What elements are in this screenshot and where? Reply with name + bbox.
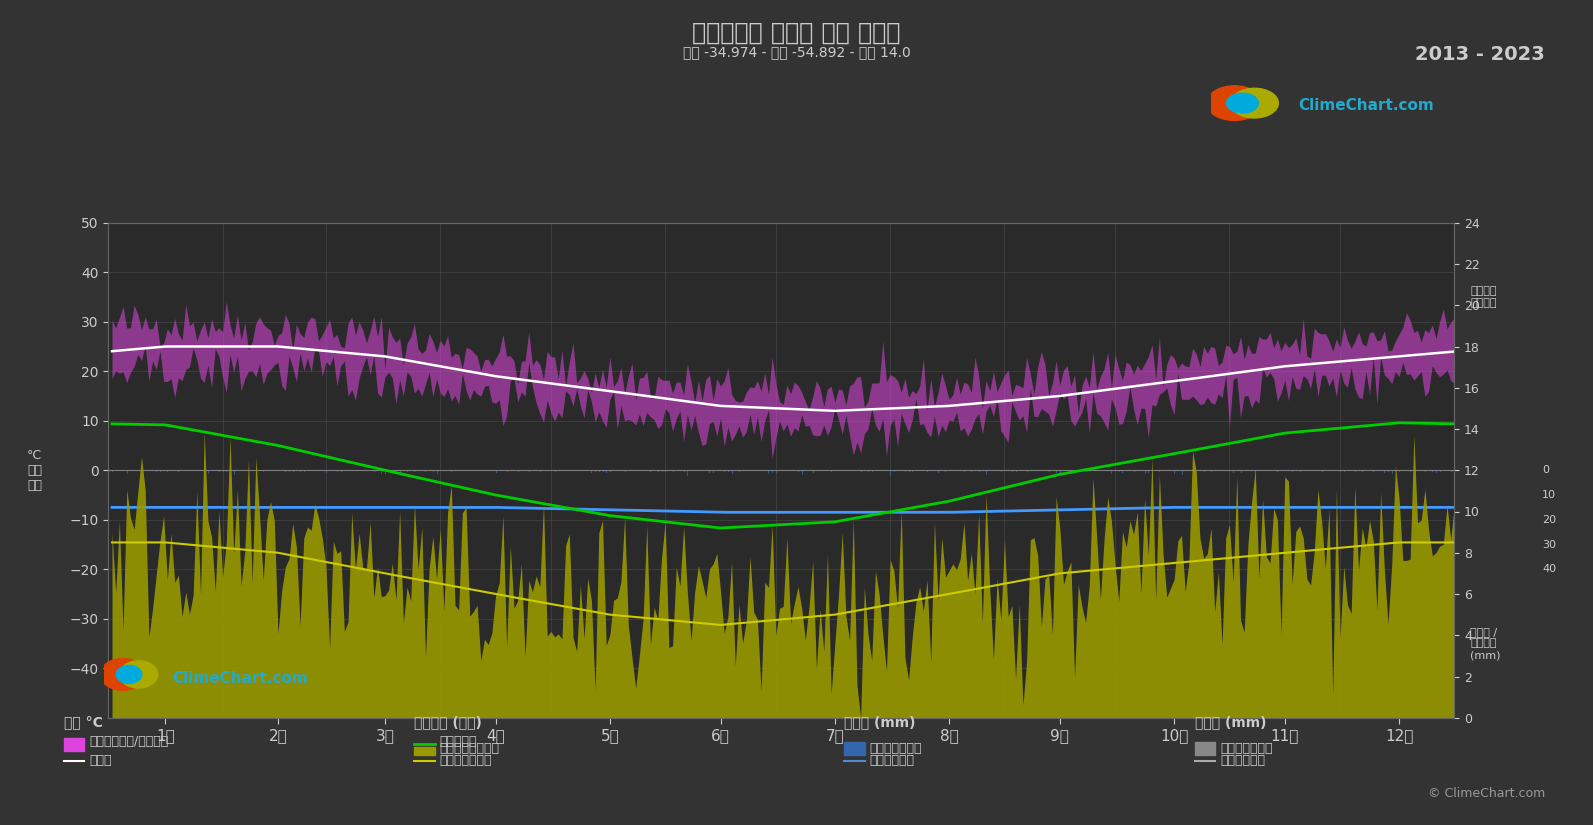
Text: 緯度 -34.974 - 経度 -54.892 - 標高 14.0: 緯度 -34.974 - 経度 -54.892 - 標高 14.0 <box>683 45 910 59</box>
Circle shape <box>119 661 158 688</box>
Circle shape <box>100 658 145 691</box>
Text: 月平均降雪量: 月平均降雪量 <box>1220 754 1265 767</box>
Text: 日照時間
（時間）: 日照時間 （時間） <box>1470 286 1497 308</box>
Text: 降雨量 (mm): 降雨量 (mm) <box>844 715 916 729</box>
Text: 日照時間 (時間): 日照時間 (時間) <box>414 715 483 729</box>
Text: 2013 - 2023: 2013 - 2023 <box>1416 45 1545 64</box>
Text: ClimeChart.com: ClimeChart.com <box>172 671 307 686</box>
Text: 月平均日照時間: 月平均日照時間 <box>440 754 492 767</box>
Text: 10: 10 <box>1542 490 1556 500</box>
Text: 気温 °C: 気温 °C <box>64 715 102 729</box>
Circle shape <box>116 665 142 683</box>
Y-axis label: °C
温度
気候: °C 温度 気候 <box>27 449 41 492</box>
Text: 日ごとの降雨量: 日ごとの降雨量 <box>870 742 922 756</box>
Text: 月平均降雨量: 月平均降雨量 <box>870 754 914 767</box>
Text: 日ごとの降雪量: 日ごとの降雪量 <box>1220 742 1273 756</box>
Text: 月平均: 月平均 <box>89 754 112 767</box>
Text: 降雨量 /
最降雪量
(mm): 降雨量 / 最降雪量 (mm) <box>1470 627 1501 660</box>
Circle shape <box>1207 86 1263 120</box>
Text: 40: 40 <box>1542 564 1556 574</box>
Text: ClimeChart.com: ClimeChart.com <box>1298 98 1434 113</box>
Text: の気候変動 プンタ デル エステ: の気候変動 プンタ デル エステ <box>693 21 900 45</box>
Text: 日ごとの日照時間: 日ごとの日照時間 <box>440 742 500 756</box>
Text: 日中の時間: 日中の時間 <box>440 735 478 748</box>
Text: 降雪量 (mm): 降雪量 (mm) <box>1195 715 1266 729</box>
Text: 日ごとの最小/最大範囲: 日ごとの最小/最大範囲 <box>89 735 169 748</box>
Text: 30: 30 <box>1542 540 1556 549</box>
Text: 0: 0 <box>1542 465 1548 475</box>
Circle shape <box>1227 93 1258 113</box>
Circle shape <box>1231 88 1279 118</box>
Text: © ClimeChart.com: © ClimeChart.com <box>1427 787 1545 800</box>
Text: 20: 20 <box>1542 515 1556 525</box>
